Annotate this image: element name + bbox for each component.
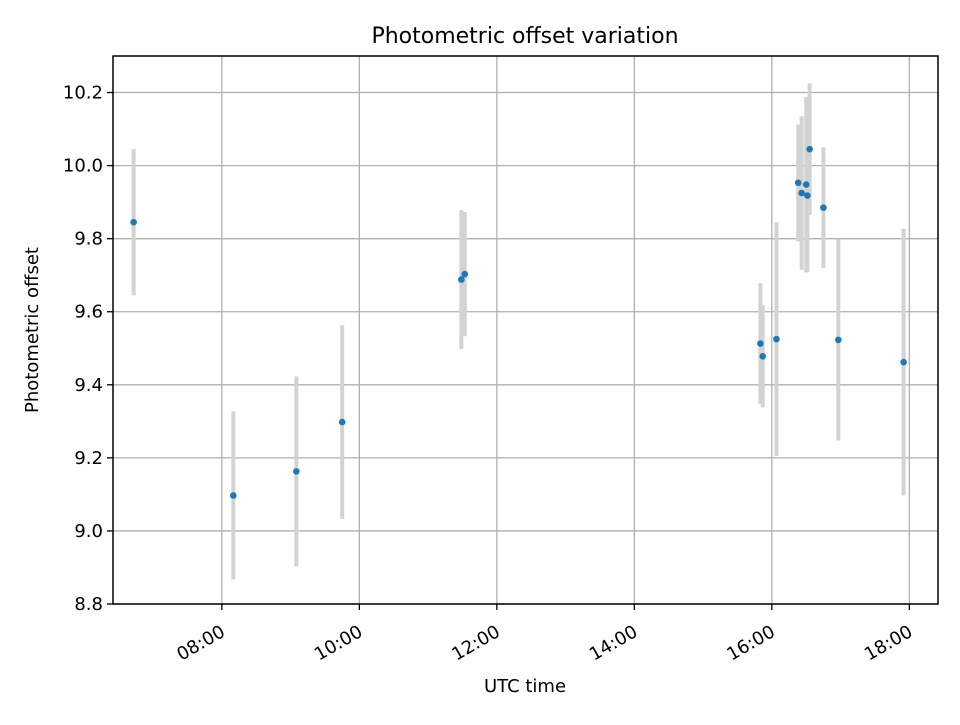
data-point — [130, 218, 137, 226]
y-tick-label: 9.4 — [74, 375, 103, 396]
data-point — [230, 492, 237, 499]
data-point — [804, 192, 811, 199]
y-tick-label: 9.0 — [74, 521, 103, 542]
chart-title: Photometric offset variation — [371, 24, 678, 49]
data-point — [794, 179, 802, 187]
data-point — [802, 181, 810, 188]
data-point — [757, 340, 764, 347]
plot-frame — [112, 55, 939, 605]
y-tick-label: 10.0 — [63, 156, 103, 177]
data-point — [798, 189, 805, 197]
data-point — [835, 336, 842, 344]
data-point — [293, 468, 300, 475]
data-point — [458, 276, 465, 283]
data-point — [759, 353, 766, 360]
data-point — [338, 418, 346, 426]
data-points — [130, 145, 907, 499]
data-point — [820, 204, 827, 211]
data-point — [461, 270, 469, 278]
data-point — [773, 335, 780, 343]
x-axis-label: UTC time — [484, 676, 566, 697]
y-tick-label: 9.6 — [74, 302, 103, 323]
y-tick-label: 10.2 — [63, 83, 103, 104]
y-tick-label: 9.2 — [74, 448, 103, 469]
y-tick-label: 9.8 — [74, 229, 103, 250]
y-tick-label: 8.8 — [74, 594, 103, 615]
y-axis-label: Photometric offset — [22, 247, 43, 413]
data-point — [900, 358, 907, 366]
data-point — [806, 145, 813, 153]
